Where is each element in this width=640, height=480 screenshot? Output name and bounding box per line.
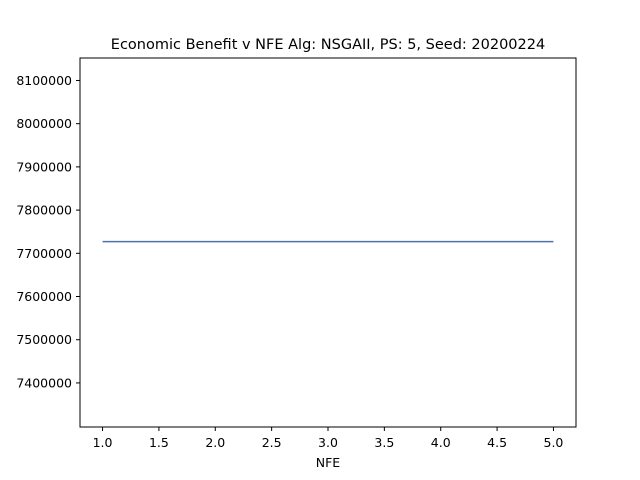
y-tick-label: 7900000 <box>16 159 72 174</box>
y-tick-label: 7800000 <box>16 203 72 218</box>
x-tick-label: 1.0 <box>93 435 113 450</box>
y-tick-label: 7600000 <box>16 289 72 304</box>
y-tick-label: 7500000 <box>16 332 72 347</box>
y-tick-label: 7400000 <box>16 375 72 390</box>
x-tick-label: 1.5 <box>149 435 169 450</box>
x-tick-label: 5.0 <box>544 435 564 450</box>
x-tick-label: 3.5 <box>374 435 394 450</box>
y-tick-label: 7700000 <box>16 246 72 261</box>
x-tick-label: 4.0 <box>431 435 451 450</box>
y-axis: 7400000 7500000 7600000 7700000 7800000 79000… <box>16 73 80 390</box>
x-axis: 1.0 1.5 2.0 2.5 3.0 3.5 4.0 4.5 5.0 <box>93 427 564 450</box>
y-tick-label: 8000000 <box>16 116 72 131</box>
y-tick-label: 8100000 <box>16 73 72 88</box>
x-axis-label: NFE <box>316 455 341 470</box>
x-tick-label: 2.5 <box>262 435 282 450</box>
x-tick-label: 3.0 <box>318 435 338 450</box>
x-tick-label: 2.0 <box>205 435 225 450</box>
x-tick-label: 4.5 <box>487 435 507 450</box>
chart-title: Economic Benefit v NFE Alg: NSGAII, PS: … <box>111 37 545 53</box>
